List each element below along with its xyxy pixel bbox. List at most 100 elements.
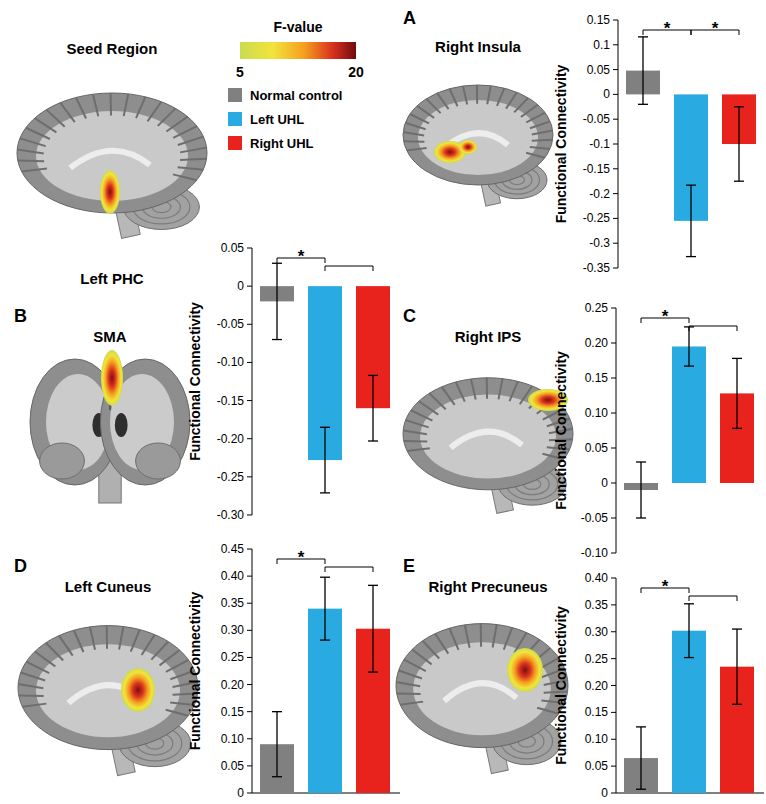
error-bar [320,427,330,493]
sulcus [21,672,45,680]
y-tick [247,515,252,516]
significance-star: * [662,577,669,596]
sulcus [90,627,95,650]
y-axis [616,308,617,553]
y-tick [613,44,618,45]
brain-slice [403,85,553,206]
y-tick [613,144,618,145]
y-tick-label: 0.05 [587,63,611,77]
panel-label: C [403,306,416,326]
error-bar [636,462,646,518]
error-cap [684,603,694,604]
sulcus [532,131,553,135]
error-line [640,727,641,789]
chart-title: SMA [93,328,127,345]
y-tick [611,685,616,686]
y-tick-label: -0.1 [589,137,610,151]
sulcus [407,148,427,151]
sulcus [76,97,86,118]
error-cap [734,106,744,107]
sulcus [429,393,445,409]
y-tick-label: -0.35 [583,261,611,275]
sulcus [486,378,488,399]
sulcus [136,97,145,118]
activation-blob [101,350,123,406]
y-tick-label: -0.10 [217,355,245,369]
error-cap [686,185,696,186]
y-tick-label: 0.15 [221,705,245,719]
sulcus [18,684,43,688]
chart-title: Right Precuneus [428,578,547,595]
marks [624,604,754,793]
significance-bracket [325,266,373,271]
sulcus [456,382,465,402]
sulcus [504,628,512,650]
y-tick [247,286,252,287]
corpus-callosum [451,432,522,448]
sulcus [410,114,429,123]
sulcus [493,625,497,648]
sulcus [131,630,140,652]
error-line [690,185,691,256]
y-tick [613,243,618,244]
error-cap [320,577,330,578]
error-cap [732,358,742,359]
legend-swatch [228,88,242,102]
sulcus [74,630,84,652]
y-tick [247,549,252,550]
cerebrum [403,378,573,490]
y-tick [611,578,616,579]
brain-slice [396,624,568,774]
error-cap [368,440,378,441]
legend-label: Normal control [250,88,342,103]
y-tick [247,711,252,712]
sulcus [514,98,528,113]
y-tick-label: 0.05 [221,241,245,255]
colorbar [240,42,356,59]
sulcus [435,634,448,654]
error-line [276,263,277,339]
chart: -0.10-0.0500.050.100.150.200.25*CRight I… [403,301,754,560]
y-tick-label: 0.15 [587,13,611,27]
y-tick [613,268,618,269]
y-tick [611,308,616,309]
error-cap [636,789,646,790]
sulcus [46,110,64,127]
y-tick [613,119,618,120]
sulcus [166,710,188,716]
error-bar [734,107,744,181]
error-bar [320,577,330,640]
cerebrum [396,624,568,748]
y-tick-label: 0.15 [585,371,609,385]
error-cap [368,375,378,376]
error-cap [686,256,696,257]
sulcus [106,626,108,649]
y-tick-label: 0 [237,279,244,293]
cerebrum [17,93,207,213]
marks [260,263,390,493]
error-bar [732,629,742,704]
sulcus [498,379,502,400]
cerebrum [403,85,553,185]
legend-label: Right UHL [250,136,314,151]
sulcus [124,94,129,116]
sulcus [180,159,206,160]
sulcus [404,440,428,442]
sulcus [465,625,470,648]
y-tick-label: -0.20 [217,432,245,446]
y-tick-label: 0.10 [585,732,609,746]
error-bar [684,604,694,658]
sulcus [426,99,441,113]
sulcus [18,160,44,163]
y-tick [611,712,616,713]
y-tick [613,20,618,21]
y-tick [611,483,616,484]
sulcus [526,113,545,123]
colorbar-tick: 20 [348,64,364,80]
y-tick [247,362,252,363]
y-tick-label: -0.2 [589,187,610,201]
sulcus [404,140,425,142]
y-tick-label: -0.25 [583,211,611,225]
sulcus [178,137,204,145]
sulcus [406,420,429,427]
